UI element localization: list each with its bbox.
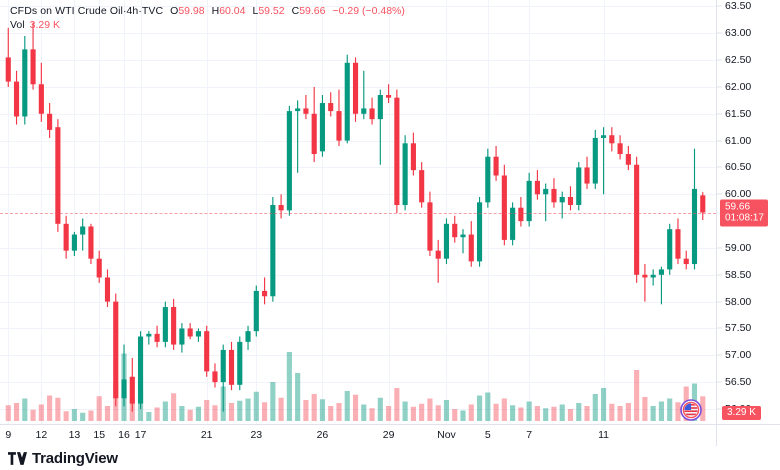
price-tick-label: 62.50 <box>725 54 752 67</box>
price-tick-mark <box>717 59 722 61</box>
volume-value: 3.29 K <box>29 19 60 31</box>
chart-legend: CFDs on WTI Crude Oil · 4h · TVC O59.98 … <box>10 5 405 32</box>
us-economic-event-icon[interactable] <box>680 399 702 421</box>
price-tick-mark <box>717 193 722 195</box>
price-change: −0.29 (−0.48%) <box>332 5 405 17</box>
time-tick-label: 12 <box>35 429 48 441</box>
symbol-name[interactable]: CFDs on WTI Crude Oil <box>10 5 123 17</box>
ohlc-close: C59.66 <box>292 5 326 18</box>
price-tick-mark <box>717 166 722 168</box>
price-tick-label: 58.50 <box>725 268 752 281</box>
price-tick-mark <box>717 32 722 34</box>
time-tick-label: 23 <box>250 429 263 441</box>
price-tick-mark <box>717 381 722 383</box>
chart-gridlines <box>0 0 716 424</box>
close-key: C <box>291 5 300 17</box>
legend-separator-2: · <box>138 5 142 17</box>
price-tick-label: 60.00 <box>725 188 752 201</box>
time-tick-label: 17 <box>134 429 147 441</box>
price-tick-label: 60.50 <box>725 161 752 174</box>
tradingview-wordmark: TradingView <box>32 450 118 467</box>
price-tick-mark <box>717 247 722 249</box>
price-tick-label: 57.00 <box>725 349 752 362</box>
current-price-line <box>0 212 716 214</box>
time-tick-label: 29 <box>382 429 395 441</box>
volume-badge: 3.29 K <box>722 406 761 420</box>
time-axis[interactable]: 9 12 15 17 21 23 26 29 Nov 5 7 11 13 16 <box>0 424 716 446</box>
price-tick-label: 63.00 <box>725 27 752 40</box>
current-price-badge: 59.66 01:08:17 <box>720 199 768 227</box>
low-key: L <box>252 5 259 17</box>
price-tick-label: 58.00 <box>725 295 752 308</box>
tradingview-logo[interactable]: TradingView <box>8 450 118 467</box>
price-tick-label: 63.50 <box>725 0 752 13</box>
bar-countdown: 01:08:17 <box>725 212 764 224</box>
high-value: 60.04 <box>219 5 246 17</box>
price-tick-label: 57.50 <box>725 322 752 335</box>
time-tick-label: 5 <box>484 429 491 441</box>
close-value: 59.66 <box>299 5 326 17</box>
price-tick-mark <box>717 274 722 276</box>
high-key: H <box>211 5 220 17</box>
candlestick-series <box>5 22 706 421</box>
price-tick-mark <box>717 354 722 356</box>
price-tick-mark <box>717 86 722 88</box>
volume-label[interactable]: Vol <box>10 19 25 31</box>
tradingview-mark-icon <box>8 452 27 465</box>
open-key: O <box>170 5 179 17</box>
price-tick-mark <box>717 5 722 7</box>
low-value: 59.52 <box>258 5 285 17</box>
ohlc-open: O59.98 <box>170 5 204 18</box>
price-tick-mark <box>717 113 722 115</box>
price-tick-mark <box>717 408 722 410</box>
ohlc-high: H60.04 <box>212 5 246 18</box>
time-tick-label: 9 <box>5 429 12 441</box>
ohlc-low: L59.52 <box>252 5 284 18</box>
time-tick-label: 16 <box>118 429 130 441</box>
time-tick-label: 21 <box>200 429 213 441</box>
time-tick-label: 11 <box>598 429 609 441</box>
chart-plot-area[interactable] <box>0 0 716 424</box>
price-tick-mark <box>717 140 722 142</box>
price-tick-label: 61.00 <box>725 134 752 147</box>
open-value: 59.98 <box>178 5 205 17</box>
time-tick-label: 7 <box>526 429 533 441</box>
legend-separator-1: · <box>122 5 127 17</box>
axis-corner <box>716 424 780 446</box>
exchange-name[interactable]: TVC <box>141 5 164 17</box>
legend-primary-row: CFDs on WTI Crude Oil · 4h · TVC O59.98 … <box>10 5 405 18</box>
time-tick-label: Nov <box>437 429 456 441</box>
legend-volume-row: Vol 3.29 K <box>10 19 405 32</box>
time-tick-label: 13 <box>68 429 81 441</box>
time-tick-label: 15 <box>93 429 106 441</box>
chart-interval[interactable]: 4h <box>126 5 139 17</box>
price-tick-label: 61.50 <box>725 107 752 120</box>
price-tick-label: 59.00 <box>725 241 752 254</box>
current-price-value: 59.66 <box>725 201 751 213</box>
price-tick-label: 62.00 <box>725 80 752 93</box>
price-tick-mark <box>717 301 722 303</box>
time-tick-label: 26 <box>316 429 329 441</box>
price-tick-mark <box>717 327 722 329</box>
price-tick-label: 56.50 <box>725 376 752 389</box>
